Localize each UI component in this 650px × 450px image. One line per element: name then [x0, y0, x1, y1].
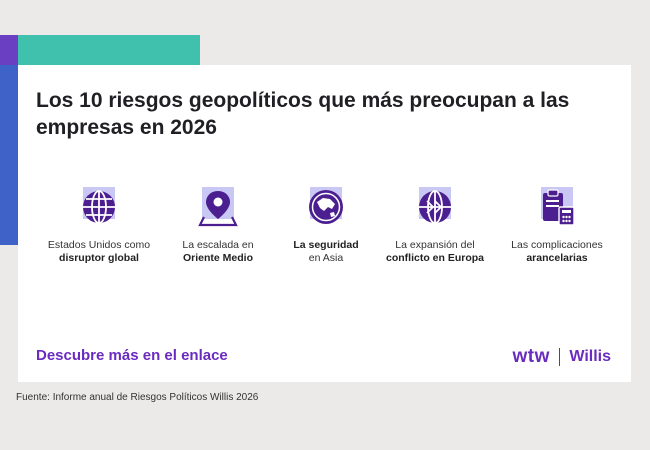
wtw-logo-text: wtw — [512, 346, 550, 367]
clipboard-calculator-icon — [537, 187, 577, 227]
logo-divider — [558, 348, 561, 366]
source-note: Fuente: Informe anual de Riesgos Polític… — [16, 392, 259, 403]
globe-arrow-icon — [415, 187, 455, 227]
risk-item-1: Estados Unidos como disruptor global — [44, 187, 154, 265]
risk-item-5: Las complicaciones arancelarias — [502, 187, 612, 265]
decorative-teal-band — [0, 35, 200, 65]
infographic-card: Los 10 riesgos geopolíticos que más preo… — [18, 65, 631, 382]
risk-label-4: La expansión del conflicto en Europa — [385, 239, 484, 264]
globe-grid-icon — [79, 187, 119, 227]
risk-item-2: La escalada en Oriente Medio — [163, 187, 273, 265]
globe-asia-icon — [306, 187, 346, 227]
cta-link[interactable]: Descubre más en el enlace — [36, 347, 228, 364]
willis-logo-text: Willis — [569, 348, 611, 365]
risk-label-3: La seguridad en Asia — [293, 239, 359, 264]
risk-item-3: La seguridad en Asia — [271, 187, 381, 265]
risk-label-5: Las complicaciones arancelarias — [511, 239, 603, 264]
decorative-purple-corner — [0, 35, 18, 65]
risk-item-4: La expansión del conflicto en Europa — [380, 187, 490, 265]
page-title: Los 10 riesgos geopolíticos que más preo… — [36, 89, 570, 139]
risk-label-2: La escalada en Oriente Medio — [182, 239, 254, 264]
map-pin-icon — [198, 187, 238, 227]
risk-label-1: Estados Unidos como disruptor global — [47, 239, 151, 264]
wtw-willis-logo: wtw Willis — [512, 346, 611, 368]
decorative-blue-band — [0, 35, 18, 245]
